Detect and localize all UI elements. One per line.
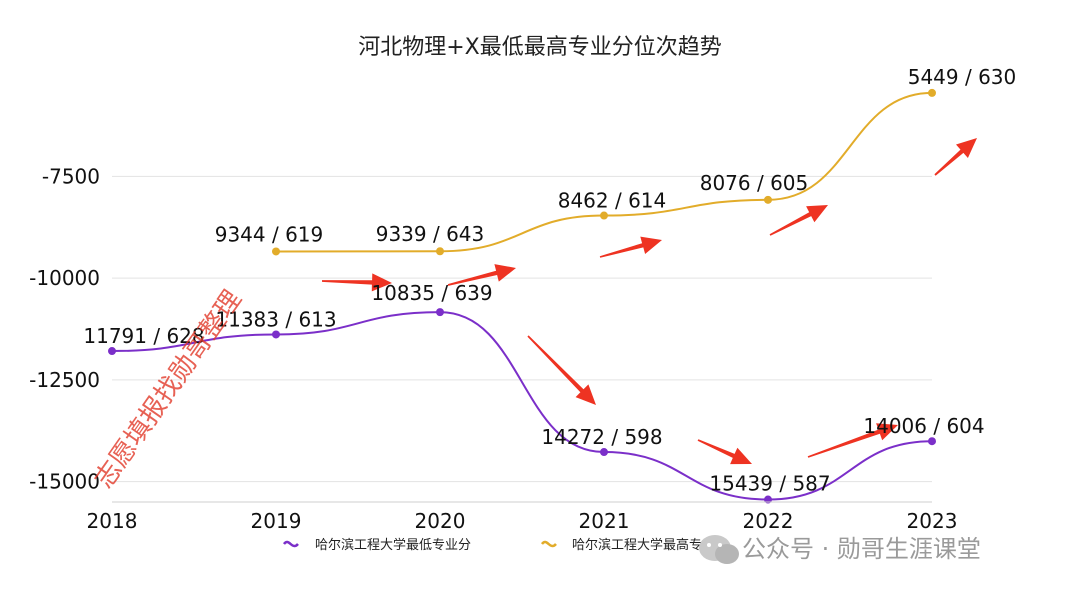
legend-label-min: 哈尔滨工程大学最低专业分	[315, 537, 471, 553]
data-point	[600, 448, 608, 457]
trend-arrow	[769, 205, 828, 236]
data-point	[600, 211, 608, 220]
trend-arrow	[447, 264, 516, 286]
trend-arrow	[807, 423, 898, 458]
wechat-icon	[699, 535, 739, 564]
axis-ticks: -7500 -10000 -12500 -15000 2018 2019 2020 2021 2…	[29, 164, 957, 533]
legend-swatch-min	[282, 540, 299, 548]
data-labels: 11791 / 628 11383 / 613 10835 / 639 14272 /…	[83, 65, 1016, 496]
y-tick-label: -7500	[42, 164, 100, 188]
watermark: 志愿填报找勋哥整理	[89, 285, 248, 494]
data-point	[272, 247, 280, 256]
x-tick-label: 2023	[907, 509, 958, 533]
trend-arrows	[322, 138, 977, 465]
trend-arrow	[527, 335, 596, 405]
data-point	[436, 247, 444, 256]
footer-account: 公众号 · 勋哥生涯课堂	[742, 535, 981, 563]
data-label: 14006 / 604	[863, 414, 984, 438]
data-label: 8076 / 605	[700, 171, 809, 195]
legend-label-max: 哈尔滨工程大学最高专业分	[572, 537, 728, 553]
x-tick-label: 2022	[743, 509, 794, 533]
grid	[112, 175, 932, 483]
y-tick-label: -15000	[29, 470, 100, 494]
data-label: 8462 / 614	[558, 189, 667, 213]
data-point	[764, 195, 772, 204]
data-point	[272, 330, 280, 339]
trend-arrow	[697, 439, 752, 465]
x-tick-label: 2018	[87, 509, 138, 533]
legend-swatch-max	[540, 540, 557, 548]
chart-title: 河北物理+X最低最高专业分位次趋势	[358, 35, 722, 60]
y-tick-label: -12500	[29, 368, 100, 392]
data-label: 11791 / 628	[83, 324, 204, 348]
legend: 哈尔滨工程大学最低专业分 哈尔滨工程大学最高专业分	[282, 537, 728, 553]
trend-arrow	[599, 236, 662, 258]
data-point	[928, 437, 936, 446]
data-label: 5449 / 630	[908, 65, 1017, 89]
trend-arrow	[322, 273, 392, 292]
trend-arrow	[934, 138, 977, 176]
series-line	[111, 311, 933, 501]
x-tick-label: 2020	[415, 509, 466, 533]
data-label: 10835 / 639	[371, 281, 492, 305]
data-label: 11383 / 613	[215, 307, 336, 331]
data-label: 14272 / 598	[541, 425, 662, 449]
series-line	[275, 91, 933, 253]
x-tick-label: 2021	[579, 509, 630, 533]
data-label: 9339 / 643	[376, 222, 485, 246]
data-label: 9344 / 619	[215, 222, 324, 246]
data-label: 15439 / 587	[709, 472, 830, 496]
series-lines	[111, 91, 933, 501]
data-point	[436, 308, 444, 317]
data-point	[928, 88, 936, 97]
y-tick-label: -10000	[29, 266, 100, 290]
x-tick-label: 2019	[251, 509, 302, 533]
data-point	[108, 347, 116, 356]
